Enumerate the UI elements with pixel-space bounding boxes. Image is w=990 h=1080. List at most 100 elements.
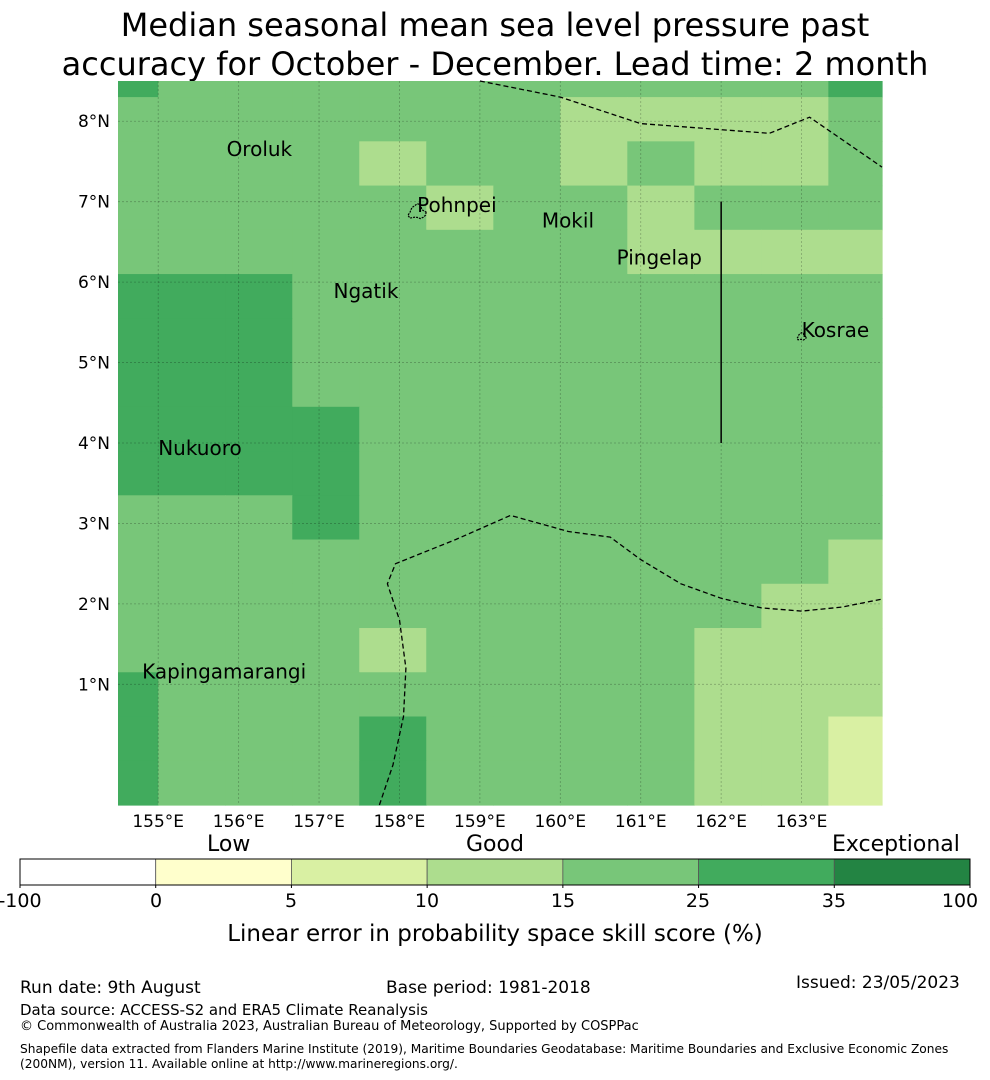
lon-tick-label: 157°E xyxy=(293,812,345,830)
skill-cell xyxy=(426,185,494,231)
skill-cell xyxy=(225,628,293,673)
skill-cell xyxy=(118,229,159,275)
lat-tick-label: 5°N xyxy=(78,354,110,374)
skill-cell xyxy=(694,97,762,142)
skill-cell xyxy=(761,406,829,452)
skill-cell xyxy=(426,274,494,319)
skill-cell xyxy=(225,185,293,231)
skill-cell xyxy=(560,362,628,408)
skill-cell xyxy=(560,97,628,142)
skill-cell xyxy=(560,760,628,806)
skill-cell xyxy=(828,760,883,806)
skill-cell xyxy=(828,274,883,319)
skill-cell xyxy=(359,628,427,673)
colorbar-swatch xyxy=(562,858,699,886)
skill-cell xyxy=(426,229,494,275)
skill-cell xyxy=(761,628,829,673)
map-title-line2: accuracy for October - December. Lead ti… xyxy=(61,45,929,83)
skill-cell xyxy=(359,406,427,452)
skill-cell xyxy=(292,185,360,231)
skill-cell xyxy=(694,185,762,231)
skill-cell xyxy=(694,362,762,408)
skill-map: Oroluk Pohnpei Mokil Pingelap Ngatik Kosrae Nu… xyxy=(78,80,883,830)
skill-cell xyxy=(761,760,829,806)
skill-cell xyxy=(158,362,226,408)
skill-cell xyxy=(158,318,226,364)
skill-cell xyxy=(158,451,226,496)
skill-cell xyxy=(627,81,695,98)
colorbar-tick-label: 0 xyxy=(149,890,163,912)
lat-tick-label: 6°N xyxy=(78,273,110,293)
skill-cell xyxy=(292,628,360,673)
skill-cell xyxy=(560,81,628,98)
skill-cell xyxy=(292,81,360,98)
colorbar-title: Linear error in probability space skill … xyxy=(227,921,763,947)
skill-cell xyxy=(359,274,427,319)
skill-cell xyxy=(158,760,226,806)
skill-cell xyxy=(158,274,226,319)
skill-cell xyxy=(426,406,494,452)
skill-cell xyxy=(627,583,695,629)
skill-cell xyxy=(627,229,695,275)
skill-cell xyxy=(225,97,293,142)
skill-cell xyxy=(118,362,159,408)
colorbar-swatch xyxy=(698,858,835,886)
skill-cell xyxy=(118,81,159,98)
lat-tick-label: 3°N xyxy=(78,514,110,534)
skill-cell xyxy=(225,672,293,718)
skill-cell xyxy=(828,229,883,275)
skill-cell xyxy=(225,141,293,187)
kosrae-island-outline xyxy=(796,332,807,341)
graticule-layer xyxy=(118,81,882,805)
skill-cell xyxy=(828,451,883,496)
skill-cell xyxy=(627,628,695,673)
eez-boundary-line xyxy=(378,514,883,806)
skill-cell xyxy=(292,141,360,187)
skill-cell xyxy=(225,406,293,452)
skill-cell xyxy=(225,81,293,98)
skill-cell xyxy=(225,539,293,585)
skill-cell xyxy=(560,628,628,673)
skill-cell xyxy=(627,495,695,541)
place-label: Oroluk xyxy=(227,137,293,161)
skill-cell xyxy=(292,539,360,585)
copyright-notice: © Commonwealth of Australia 2023, Austra… xyxy=(20,1019,639,1034)
skill-cell xyxy=(560,318,628,364)
colorbar-tick-label: -100 xyxy=(0,890,42,912)
skill-cell xyxy=(158,97,226,142)
skill-cell xyxy=(292,274,360,319)
skill-cell xyxy=(627,406,695,452)
skill-cell xyxy=(359,81,427,98)
skill-cell xyxy=(359,141,427,187)
skill-cell xyxy=(426,672,494,718)
skill-cell xyxy=(292,672,360,718)
skill-cell xyxy=(560,672,628,718)
skill-cell xyxy=(493,141,561,187)
skill-cell xyxy=(828,318,883,364)
skill-cell xyxy=(359,672,427,718)
skill-cell xyxy=(158,672,226,718)
skill-cell xyxy=(694,274,762,319)
colorbar-category-exceptional: Exceptional xyxy=(832,832,960,857)
skill-cell xyxy=(225,716,293,762)
skill-cell xyxy=(292,229,360,275)
base-period: Base period: 1981-2018 xyxy=(386,978,591,998)
skill-cell xyxy=(359,495,427,541)
skill-cell xyxy=(359,318,427,364)
skill-cell xyxy=(359,362,427,408)
skill-cell xyxy=(694,141,762,187)
skill-cell xyxy=(225,318,293,364)
lon-tick-label: 162°E xyxy=(695,812,747,830)
colorbar-frame xyxy=(19,858,971,886)
skill-cell xyxy=(560,229,628,275)
skill-cell xyxy=(426,81,494,98)
skill-cell xyxy=(158,539,226,585)
skill-cell xyxy=(359,451,427,496)
colorbar-tick-label: 5 xyxy=(284,890,298,912)
skill-cell xyxy=(118,97,159,142)
colorbar-swatch xyxy=(19,858,157,886)
colorbar-tick-label: 15 xyxy=(550,890,576,912)
skill-cell xyxy=(158,628,226,673)
skill-cell xyxy=(225,583,293,629)
skill-cell xyxy=(560,451,628,496)
